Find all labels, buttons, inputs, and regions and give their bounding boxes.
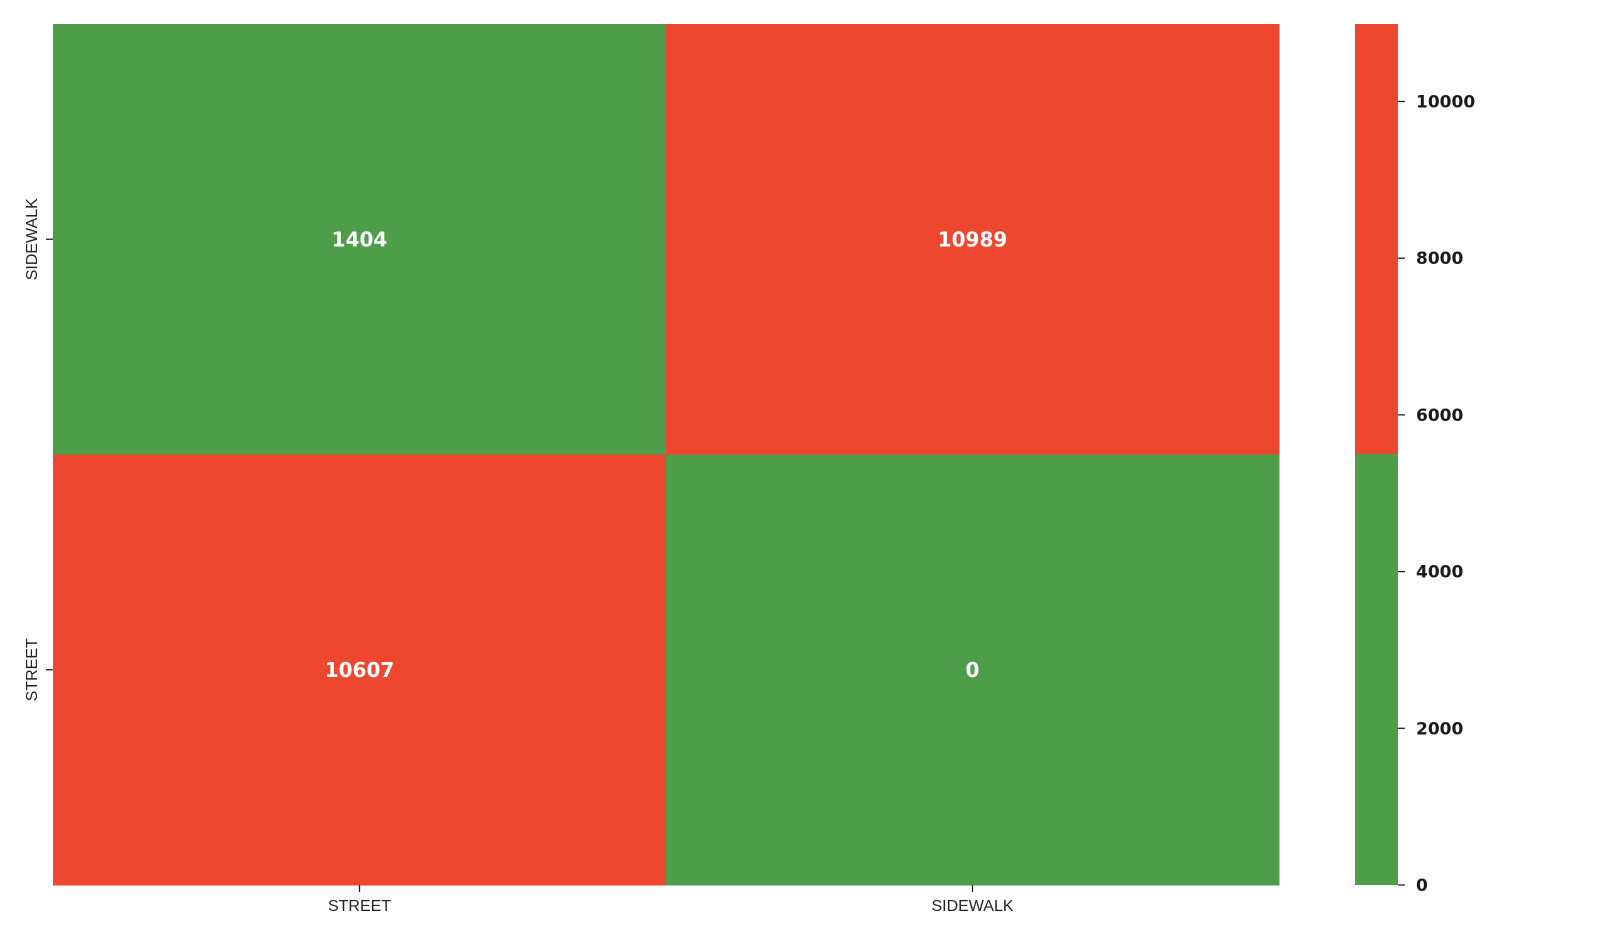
heatmap-cell [53,24,667,455]
colorbar-tick-label: 8000 [1416,249,1463,269]
y-axis: SIDEWALK STREET [24,198,53,701]
colorbar-tick-label: 10000 [1416,92,1475,112]
cell-value-label: 10607 [325,658,395,682]
x-tick-label: SIDEWALK [931,898,1013,915]
y-tick-label: STREET [24,638,41,701]
cell-value-label: 0 [966,658,980,682]
cell-value-label: 1404 [332,227,388,251]
colorbar-low-segment [1355,454,1398,885]
colorbar-tick-label: 4000 [1416,563,1463,583]
heatmap-cells: 1404 10989 10607 0 [53,24,1280,886]
heatmap-cell [53,454,667,886]
heatmap-cell [666,24,1280,455]
heatmap-cell [666,454,1280,886]
y-tick-label: SIDEWALK [24,198,41,280]
x-axis: STREET SIDEWALK [328,885,1014,915]
cell-value-label: 10989 [938,227,1008,251]
colorbar-high-segment [1355,24,1398,455]
colorbar-tick-label: 0 [1416,876,1428,896]
colorbar-tick-label: 2000 [1416,719,1463,739]
colorbar: 0 2000 4000 6000 8000 10000 [1355,24,1475,896]
colorbar-tick-label: 6000 [1416,406,1463,426]
x-tick-label: STREET [328,898,391,915]
